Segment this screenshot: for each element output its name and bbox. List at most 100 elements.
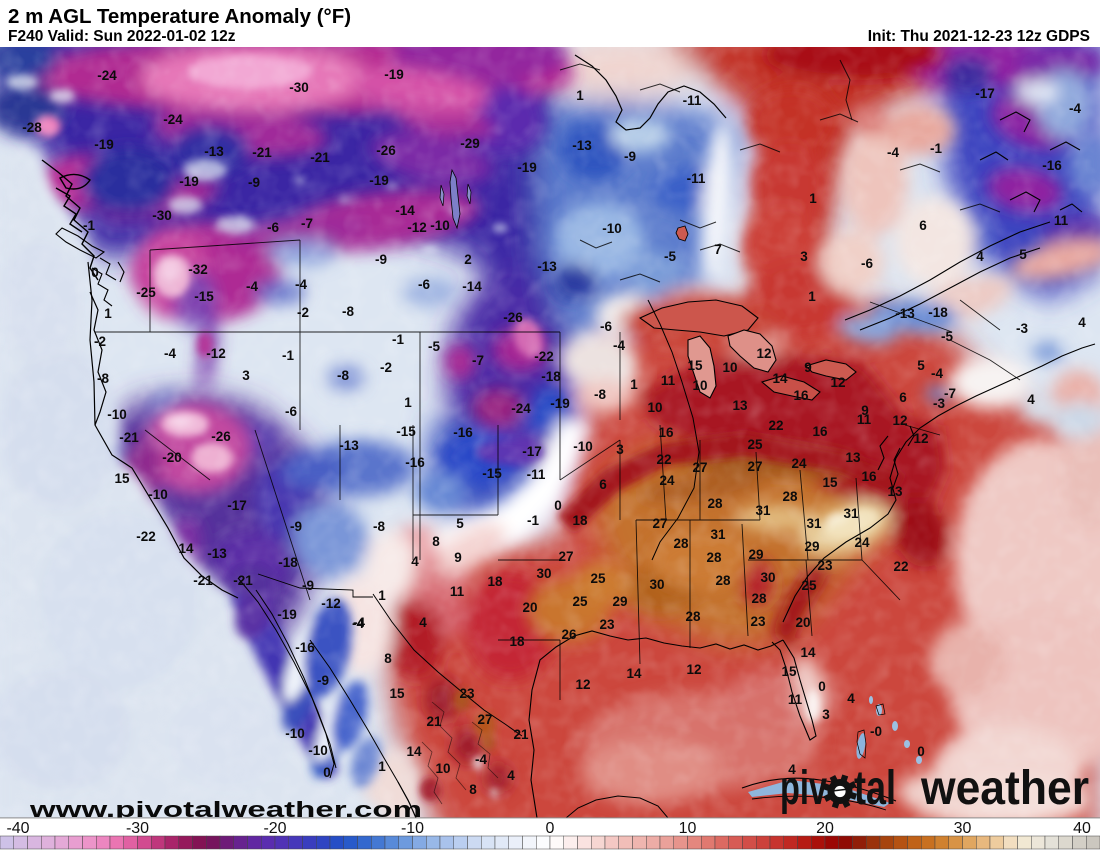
svg-text:-6: -6 — [285, 404, 297, 419]
svg-text:-1: -1 — [83, 218, 95, 233]
svg-text:-4: -4 — [887, 145, 899, 160]
svg-text:28: 28 — [673, 536, 689, 551]
svg-text:tal: tal — [854, 762, 896, 815]
svg-text:9: 9 — [804, 360, 812, 375]
svg-text:0: 0 — [818, 679, 826, 694]
svg-text:-7: -7 — [944, 386, 956, 401]
svg-text:-3: -3 — [1016, 321, 1028, 336]
svg-text:13: 13 — [887, 484, 903, 499]
svg-text:27: 27 — [747, 459, 762, 474]
svg-text:10: 10 — [647, 400, 662, 415]
svg-text:Init: Thu 2021-12-23 12z GDPS: Init: Thu 2021-12-23 12z GDPS — [868, 28, 1090, 45]
svg-text:-18: -18 — [541, 369, 561, 384]
svg-text:-4: -4 — [353, 615, 365, 630]
svg-text:-26: -26 — [376, 143, 396, 158]
svg-text:piv: piv — [780, 762, 827, 815]
svg-text:23: 23 — [459, 686, 475, 701]
svg-text:21: 21 — [513, 727, 529, 742]
svg-text:-21: -21 — [310, 150, 330, 165]
svg-text:-21: -21 — [233, 573, 253, 588]
svg-text:10: 10 — [679, 820, 697, 837]
svg-text:10: 10 — [722, 360, 737, 375]
svg-text:-12: -12 — [407, 220, 427, 235]
svg-text:-9: -9 — [302, 578, 314, 593]
svg-text:8: 8 — [384, 651, 392, 666]
svg-text:23: 23 — [817, 558, 833, 573]
svg-text:-24: -24 — [511, 401, 531, 416]
svg-text:11: 11 — [661, 373, 676, 388]
svg-text:-20: -20 — [162, 450, 182, 465]
svg-text:-21: -21 — [193, 573, 213, 588]
svg-text:-2: -2 — [94, 334, 106, 349]
svg-text:-5: -5 — [428, 339, 440, 354]
svg-text:16: 16 — [658, 425, 674, 440]
svg-text:18: 18 — [487, 574, 503, 589]
svg-text:-18: -18 — [928, 305, 948, 320]
svg-text:31: 31 — [806, 516, 822, 531]
svg-text:3: 3 — [242, 368, 250, 383]
svg-text:20: 20 — [816, 820, 834, 837]
svg-text:30: 30 — [649, 577, 664, 592]
svg-text:1: 1 — [404, 395, 412, 410]
svg-text:30: 30 — [760, 570, 775, 585]
svg-text:10: 10 — [435, 761, 450, 776]
svg-text:28: 28 — [706, 550, 722, 565]
svg-text:-4: -4 — [246, 279, 258, 294]
svg-text:0: 0 — [554, 498, 562, 513]
svg-text:-5: -5 — [664, 249, 676, 264]
svg-text:30: 30 — [954, 820, 972, 837]
svg-text:29: 29 — [804, 539, 819, 554]
svg-text:22: 22 — [656, 452, 671, 467]
svg-text:-9: -9 — [248, 175, 260, 190]
svg-text:4: 4 — [1078, 315, 1086, 330]
svg-text:-15: -15 — [194, 289, 214, 304]
svg-text:-11: -11 — [687, 171, 706, 186]
svg-text:25: 25 — [747, 437, 763, 452]
svg-text:1: 1 — [104, 306, 112, 321]
svg-text:-6: -6 — [418, 277, 430, 292]
svg-text:-19: -19 — [369, 173, 389, 188]
svg-text:-7: -7 — [301, 216, 313, 231]
svg-text:15: 15 — [822, 475, 838, 490]
svg-text:-15: -15 — [396, 424, 416, 439]
svg-text:-12: -12 — [206, 346, 226, 361]
svg-text:7: 7 — [714, 242, 722, 257]
svg-text:-17: -17 — [522, 444, 542, 459]
svg-text:-30: -30 — [289, 80, 309, 95]
svg-text:-9: -9 — [317, 673, 329, 688]
svg-text:14: 14 — [178, 541, 194, 556]
svg-text:www.pivotalweather.com: www.pivotalweather.com — [29, 797, 422, 822]
svg-text:27: 27 — [692, 460, 707, 475]
svg-text:-10: -10 — [573, 439, 593, 454]
svg-text:29: 29 — [612, 594, 627, 609]
svg-text:weather: weather — [920, 762, 1089, 815]
svg-text:-21: -21 — [252, 145, 272, 160]
svg-text:12: 12 — [686, 662, 701, 677]
svg-text:11: 11 — [788, 692, 803, 707]
svg-text:-22: -22 — [534, 349, 554, 364]
svg-text:-17: -17 — [975, 86, 995, 101]
svg-text:-13: -13 — [537, 259, 557, 274]
svg-text:26: 26 — [561, 627, 577, 642]
svg-text:-2: -2 — [380, 360, 392, 375]
svg-text:-1: -1 — [282, 348, 294, 363]
svg-text:-24: -24 — [163, 112, 183, 127]
svg-text:-3: -3 — [933, 396, 945, 411]
svg-text:0: 0 — [323, 765, 331, 780]
svg-text:-11: -11 — [683, 93, 702, 108]
svg-text:16: 16 — [793, 388, 809, 403]
svg-text:-8: -8 — [373, 519, 385, 534]
svg-text:-7: -7 — [472, 353, 484, 368]
svg-text:-9: -9 — [290, 519, 302, 534]
svg-text:-15: -15 — [482, 466, 502, 481]
svg-text:1: 1 — [808, 289, 816, 304]
svg-text:-10: -10 — [107, 407, 127, 422]
svg-text:0: 0 — [546, 820, 555, 837]
svg-text:24: 24 — [791, 456, 807, 471]
svg-text:12: 12 — [575, 677, 590, 692]
svg-text:-1: -1 — [527, 513, 539, 528]
svg-text:21: 21 — [426, 714, 442, 729]
svg-text:27: 27 — [477, 712, 492, 727]
svg-text:28: 28 — [782, 489, 798, 504]
svg-text:3: 3 — [800, 249, 808, 264]
